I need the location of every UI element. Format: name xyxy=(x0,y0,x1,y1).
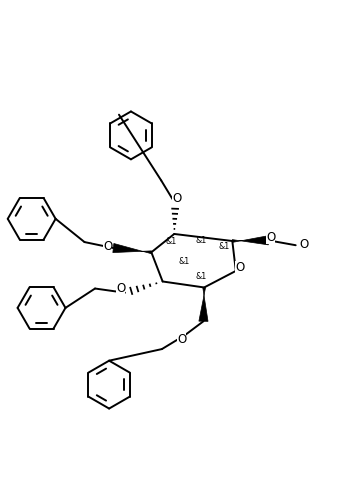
Text: &1: &1 xyxy=(179,257,190,266)
Text: &1: &1 xyxy=(195,236,206,245)
Polygon shape xyxy=(232,236,268,245)
Text: &1: &1 xyxy=(219,242,230,251)
Text: &1: &1 xyxy=(166,237,177,245)
Text: O: O xyxy=(266,231,275,244)
Text: O: O xyxy=(116,282,125,295)
Text: O: O xyxy=(103,241,112,254)
Text: O: O xyxy=(299,238,308,251)
Text: O: O xyxy=(177,333,186,346)
Polygon shape xyxy=(113,243,151,254)
Text: &1: &1 xyxy=(196,272,207,281)
Polygon shape xyxy=(199,287,208,321)
Text: O: O xyxy=(172,191,181,204)
Text: O: O xyxy=(235,261,245,274)
